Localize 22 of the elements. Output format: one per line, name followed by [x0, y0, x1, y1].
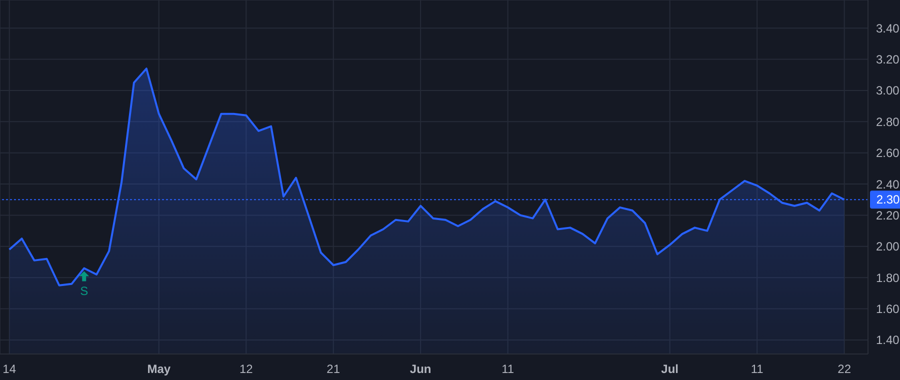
y-tick-label: 2.60 — [876, 146, 900, 160]
x-tick-label: 12 — [239, 362, 254, 376]
y-tick-label: 1.80 — [876, 270, 900, 285]
ref-line-label: 2.30 — [876, 192, 900, 207]
annotation: S — [80, 284, 88, 298]
y-tick-label: 1.40 — [876, 333, 900, 348]
x-tick-label: Jun — [410, 362, 432, 376]
x-tick-label: Jul — [661, 362, 679, 376]
y-tick-label: 1.60 — [876, 302, 900, 316]
y-tick-label: 3.20 — [876, 52, 900, 67]
x-tick-label: 21 — [326, 362, 340, 376]
x-tick-label: 22 — [838, 362, 852, 376]
y-tick-label: 2.20 — [876, 208, 900, 222]
x-tick-label: 11 — [502, 362, 514, 376]
y-tick-label: 3.40 — [876, 21, 900, 36]
y-tick-label: 2.80 — [876, 114, 900, 129]
y-tick-label: 2.00 — [876, 240, 900, 254]
y-tick-label: 2.40 — [876, 177, 900, 192]
x-tick-label: 14 — [2, 362, 16, 376]
y-tick-label: 3.00 — [876, 84, 900, 98]
x-tick-label: 11 — [750, 362, 764, 376]
x-tick-label: May — [147, 362, 171, 376]
